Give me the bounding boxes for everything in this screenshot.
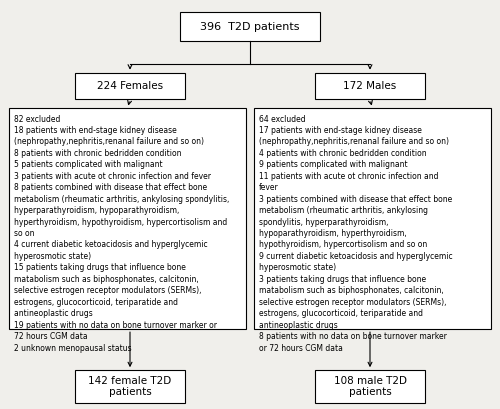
- FancyBboxPatch shape: [254, 108, 491, 329]
- Text: 224 Females: 224 Females: [97, 81, 163, 91]
- Text: 172 Males: 172 Males: [344, 81, 396, 91]
- Text: 82 excluded
18 patients with end-stage kidney disease
(nephropathy,nephritis,ren: 82 excluded 18 patients with end-stage k…: [14, 115, 229, 353]
- FancyBboxPatch shape: [315, 370, 425, 403]
- Text: 396  T2D patients: 396 T2D patients: [200, 22, 300, 31]
- FancyBboxPatch shape: [75, 72, 185, 99]
- FancyBboxPatch shape: [75, 370, 185, 403]
- FancyBboxPatch shape: [180, 12, 320, 41]
- FancyBboxPatch shape: [9, 108, 246, 329]
- Text: 142 female T2D
patients: 142 female T2D patients: [88, 376, 172, 397]
- Text: 64 excluded
17 patients with end-stage kidney disease
(nephropathy,nephritis,ren: 64 excluded 17 patients with end-stage k…: [259, 115, 452, 353]
- FancyBboxPatch shape: [315, 72, 425, 99]
- Text: 108 male T2D
patients: 108 male T2D patients: [334, 376, 406, 397]
